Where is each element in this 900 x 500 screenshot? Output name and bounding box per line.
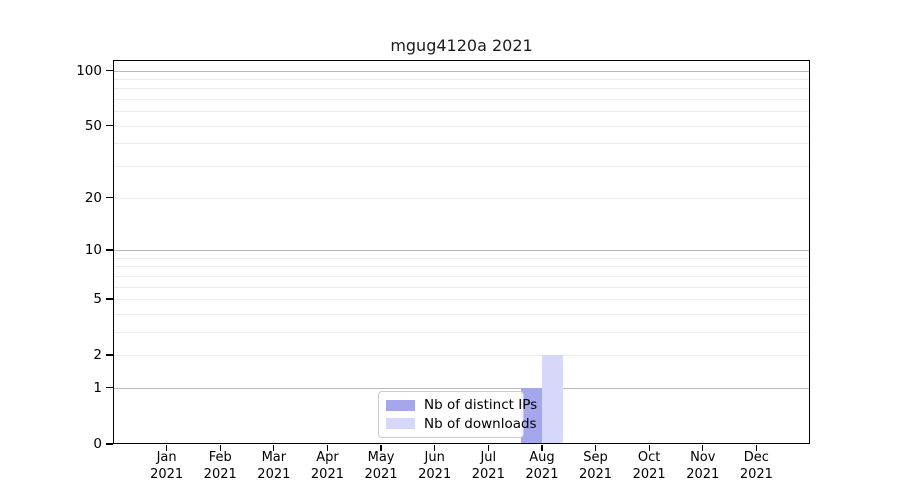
plot-border: [113, 60, 810, 444]
minor-gridline: [114, 266, 809, 268]
y-tick-label: 0: [93, 436, 102, 452]
minor-gridline: [114, 125, 809, 127]
x-tick: [648, 445, 650, 451]
x-tick: [380, 445, 382, 451]
minor-gridline: [114, 99, 809, 101]
x-tick-label: Apr 2021: [310, 450, 344, 482]
x-tick-label: Nov 2021: [686, 450, 720, 482]
x-tick: [326, 445, 329, 451]
y-tick-label: 100: [76, 62, 102, 79]
y-tick-label: 1: [93, 379, 102, 396]
x-tick-label: Jan 2021: [150, 450, 184, 482]
y-tick: [106, 387, 113, 389]
y-tick-label: 5: [93, 290, 102, 307]
legend-item-distinct-ips: Nb of distinct IPs: [386, 397, 537, 413]
major-gridline: [114, 249, 809, 251]
y-tick: [106, 125, 113, 127]
x-tick: [594, 445, 597, 451]
legend-swatch-distinct-ips: [386, 399, 415, 411]
x-tick: [273, 445, 275, 451]
x-tick-label: Jun 2021: [418, 450, 452, 482]
bar-distinct-ips: [520, 387, 542, 444]
y-tick: [106, 354, 113, 356]
x-tick: [702, 445, 704, 451]
y-tick: [106, 298, 113, 300]
minor-gridline: [114, 111, 809, 113]
bar-downloads: [541, 355, 563, 444]
x-tick: [166, 445, 168, 451]
legend-swatch-downloads: [386, 418, 415, 430]
x-tick: [434, 445, 436, 451]
x-tick-label: May 2021: [364, 450, 398, 482]
y-tick: [106, 69, 113, 72]
x-tick-label: Mar 2021: [257, 450, 291, 482]
minor-gridline: [114, 275, 809, 277]
x-tick-label: Feb 2021: [203, 450, 237, 482]
minor-gridline: [114, 88, 809, 90]
y-tick: [106, 249, 113, 251]
x-tick: [487, 445, 489, 451]
y-tick: [106, 443, 113, 445]
x-tick: [219, 445, 221, 451]
minor-gridline: [114, 313, 809, 315]
legend-label-distinct-ips: Nb of distinct IPs: [424, 397, 538, 414]
minor-gridline: [114, 355, 809, 357]
minor-gridline: [114, 143, 809, 145]
x-tick-label: Sep 2021: [578, 450, 613, 482]
minor-gridline: [114, 286, 809, 288]
legend-item-downloads: Nb of downloads: [386, 416, 537, 432]
x-tick-label: Jul 2021: [471, 450, 505, 482]
y-tick-label: 10: [84, 241, 102, 258]
minor-gridline: [114, 298, 809, 300]
major-gridline: [114, 70, 809, 72]
x-tick-label: Aug 2021: [525, 450, 559, 482]
x-tick: [541, 445, 543, 451]
minor-gridline: [114, 166, 809, 168]
chart-title: mgug4120a 2021: [390, 36, 533, 55]
y-tick: [106, 197, 113, 199]
minor-gridline: [114, 331, 809, 333]
y-tick-label: 2: [93, 347, 102, 364]
y-tick-label: 20: [84, 189, 102, 206]
minor-gridline: [114, 257, 809, 259]
x-tick: [755, 445, 757, 451]
legend: Nb of distinct IPs Nb of downloads: [378, 391, 537, 438]
x-tick-label: Oct 2021: [632, 450, 666, 482]
legend-label-downloads: Nb of downloads: [424, 415, 537, 432]
major-gridline: [114, 387, 809, 389]
minor-gridline: [114, 197, 809, 199]
x-tick-label: Dec 2021: [739, 450, 773, 482]
minor-gridline: [114, 78, 809, 80]
y-tick-label: 50: [84, 117, 102, 134]
